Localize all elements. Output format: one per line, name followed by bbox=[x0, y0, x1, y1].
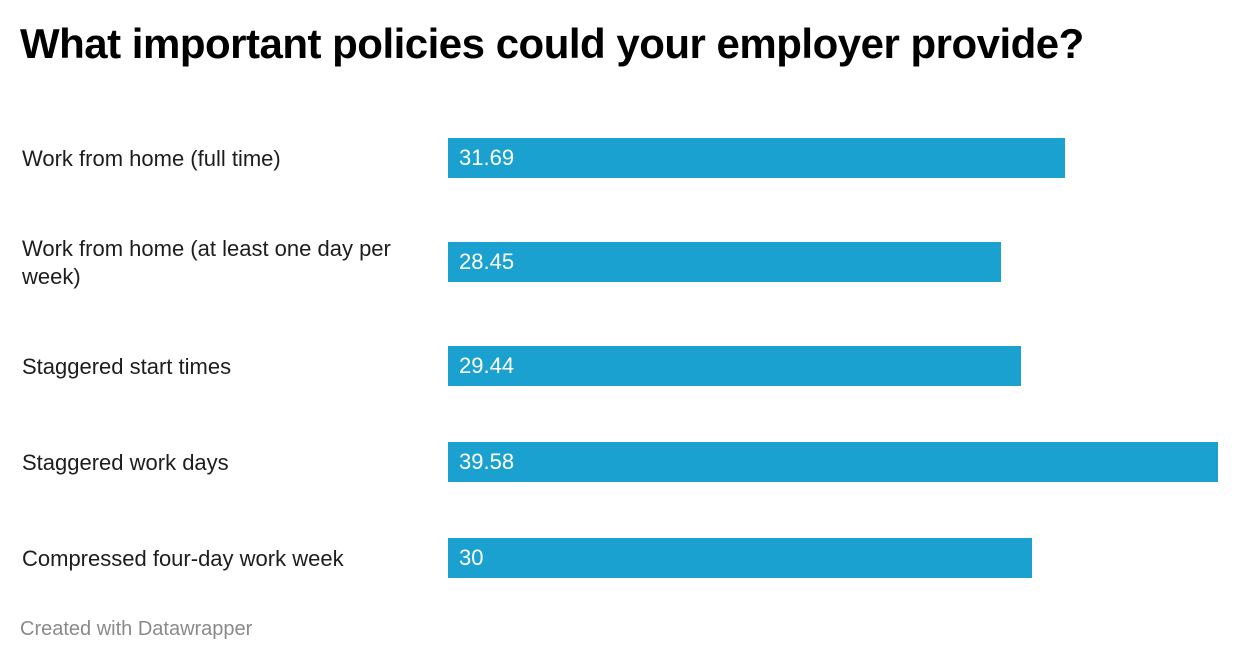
bar bbox=[448, 242, 1001, 282]
bar bbox=[448, 442, 1218, 482]
bar-value-label: 30 bbox=[459, 545, 484, 570]
bar-value-label: 39.58 bbox=[459, 449, 515, 474]
bar-value-label: 31.69 bbox=[459, 145, 515, 170]
category-label: Compressed four-day work week bbox=[22, 546, 344, 571]
credit-footer: Created with Datawrapper bbox=[20, 618, 253, 640]
category-label: Staggered start times bbox=[22, 354, 232, 379]
bar bbox=[448, 538, 1032, 578]
bar-value-label: 28.45 bbox=[459, 249, 515, 274]
category-label: Work from home (full time) bbox=[22, 146, 281, 171]
bar bbox=[448, 138, 1065, 178]
bar-value-label: 29.44 bbox=[459, 353, 515, 378]
category-label: Staggered work days bbox=[22, 450, 229, 475]
bar bbox=[448, 346, 1021, 386]
category-label: Work from home (at least one day per wee… bbox=[22, 236, 391, 289]
chart-title: What important policies could your emplo… bbox=[20, 20, 1084, 67]
